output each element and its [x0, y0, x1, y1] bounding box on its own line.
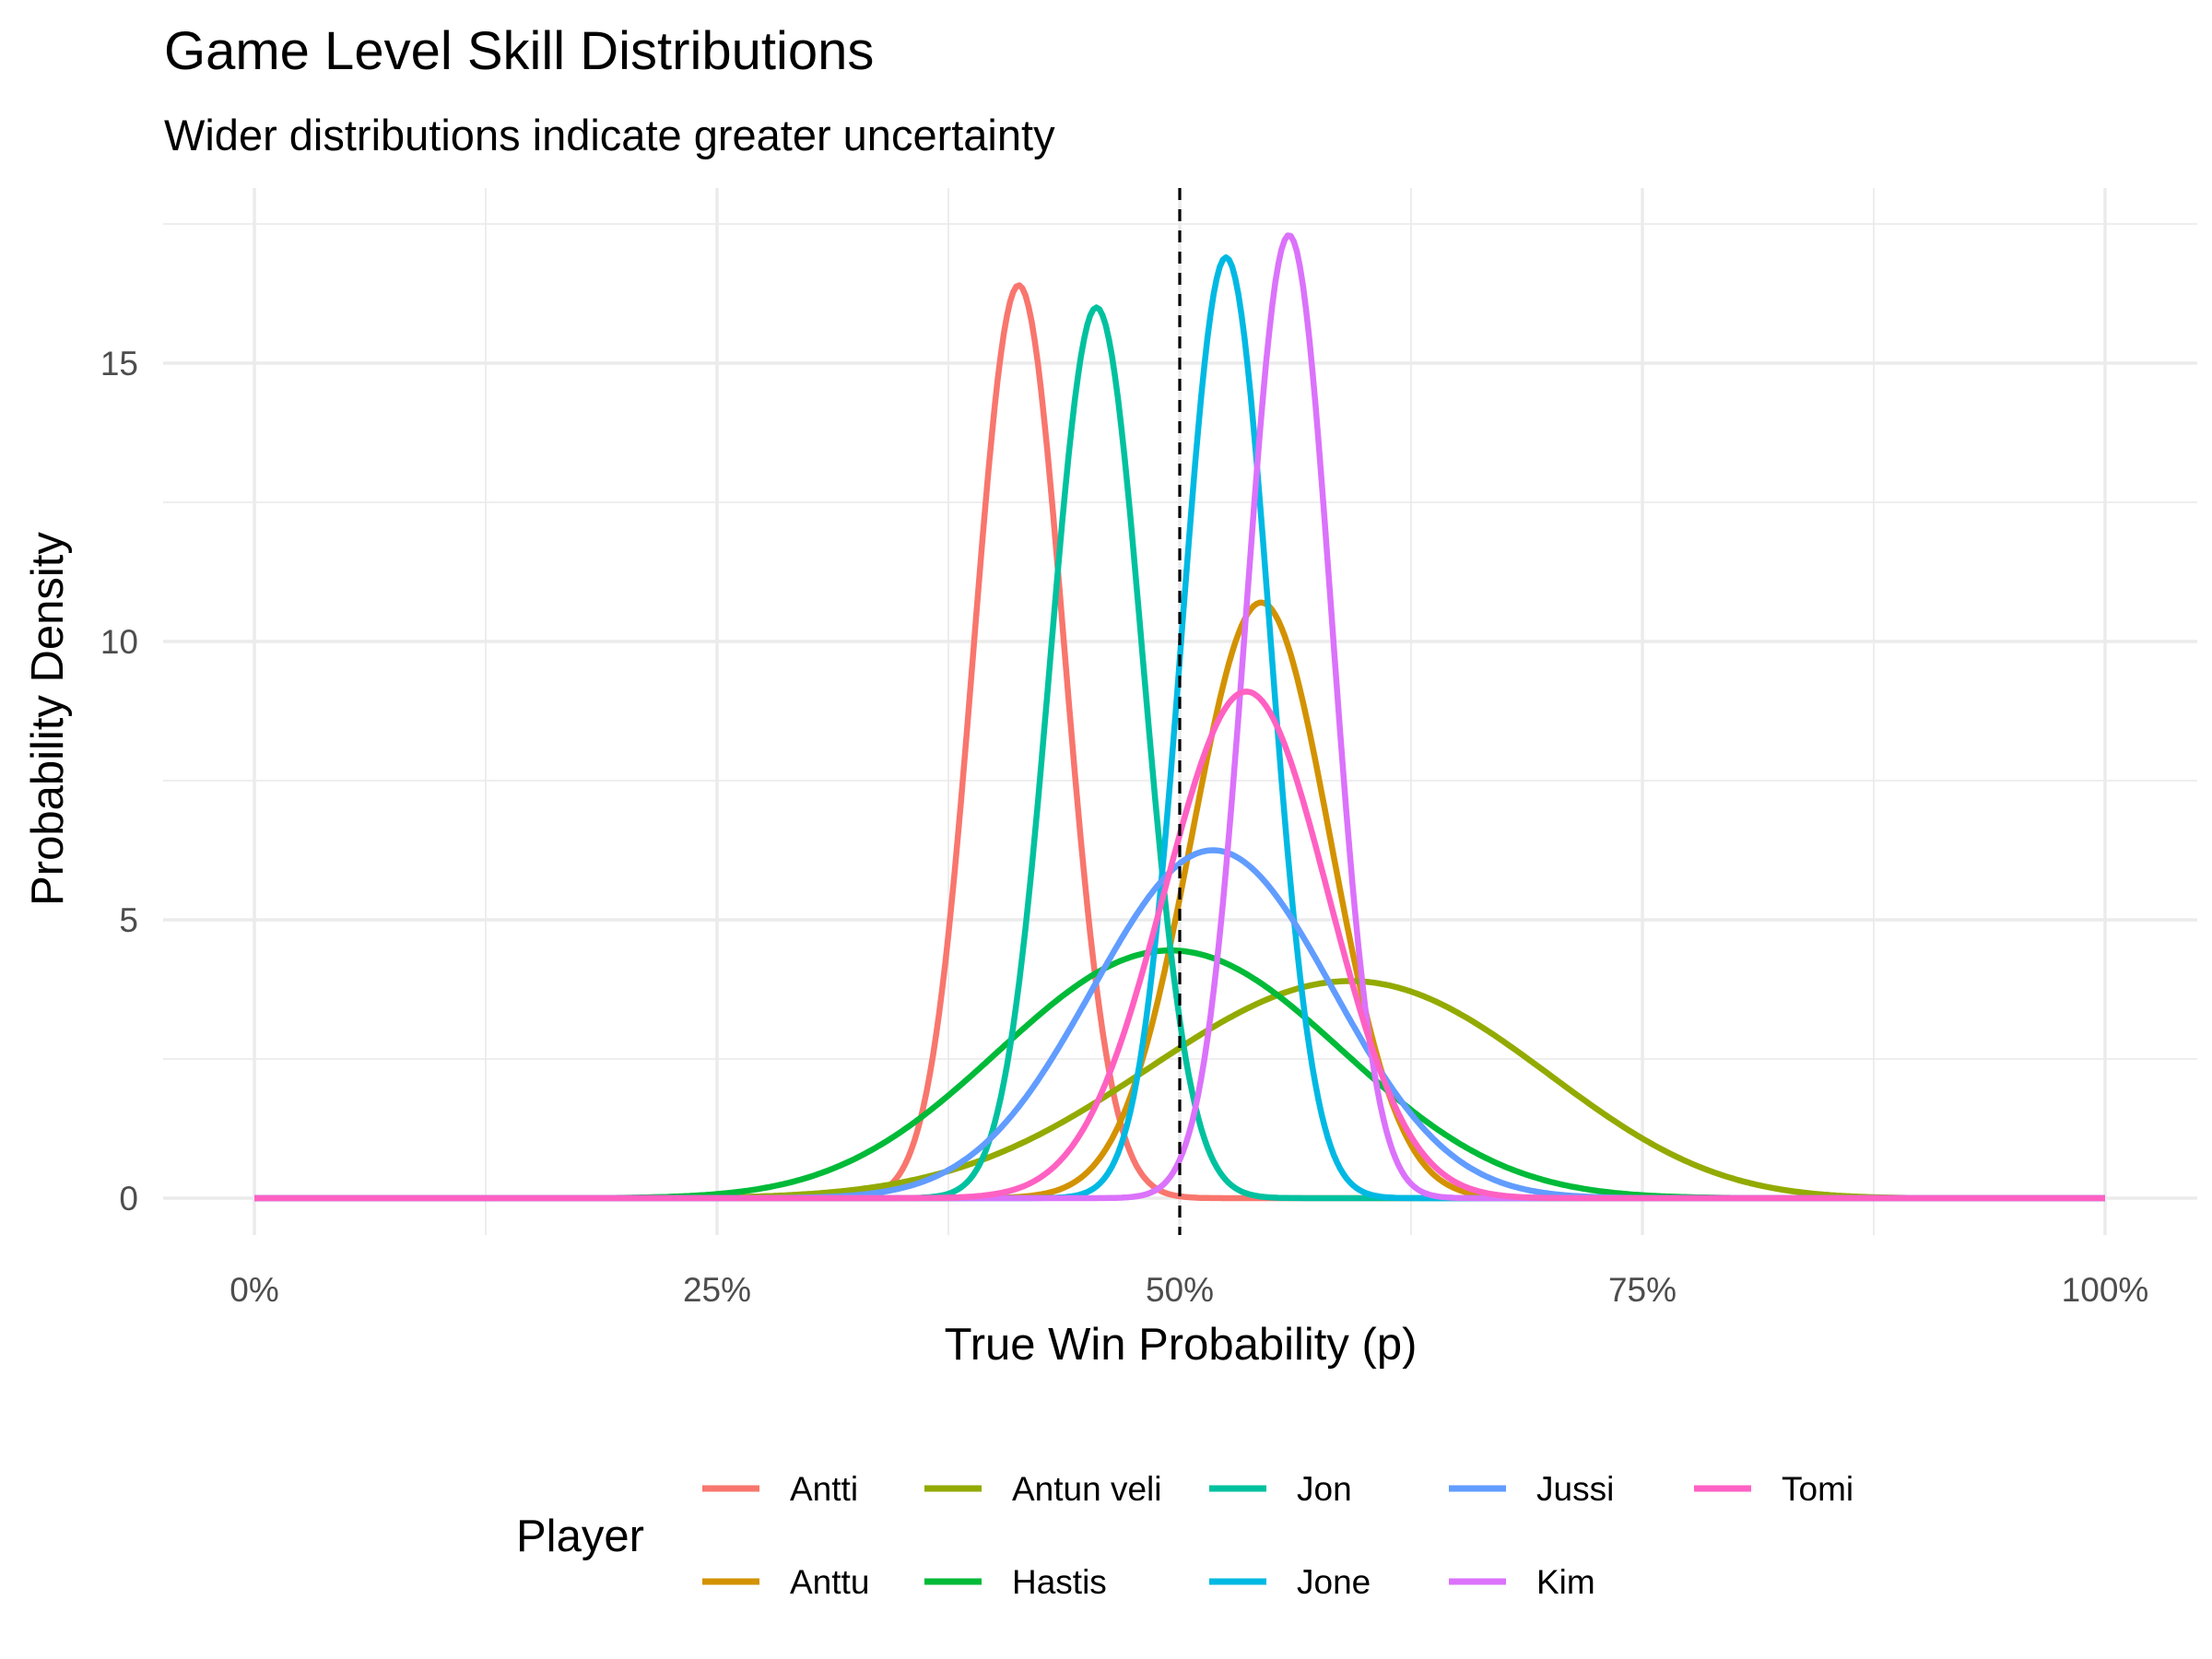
legend-label: Jone: [1297, 1563, 1371, 1601]
chart-subtitle: Wider distributions indicate greater unc…: [164, 111, 1055, 159]
legend-title: Player: [516, 1512, 644, 1561]
x-tick-label: 100%: [2062, 1271, 2149, 1309]
x-axis-title: True Win Probability (p): [945, 1320, 1418, 1370]
y-tick-label: 0: [119, 1180, 138, 1218]
y-tick-label: 15: [100, 345, 138, 382]
legend-label: Jussi: [1536, 1470, 1614, 1508]
legend-label: Tomi: [1782, 1470, 1853, 1508]
legend-label: Antti: [790, 1470, 858, 1508]
chart-title: Game Level Skill Distributions: [164, 21, 874, 81]
y-tick-label: 10: [100, 623, 138, 661]
legend: Antti Anttu Antun veli Hastis Jon Jone Jussi Ki…: [702, 1470, 1853, 1601]
legend-label: Kim: [1536, 1563, 1595, 1601]
y-axis-title: Probability Density: [23, 532, 73, 906]
legend-label: Jon: [1297, 1470, 1352, 1508]
legend-label: Hastis: [1012, 1563, 1107, 1601]
legend-label: Anttu: [790, 1563, 869, 1601]
x-tick-label: 75%: [1608, 1271, 1677, 1309]
x-tick-label: 25%: [683, 1271, 751, 1309]
x-tick-label: 50%: [1146, 1271, 1214, 1309]
y-tick-label: 5: [119, 901, 138, 939]
x-tick-labels: 0% 25% 50% 75% 100%: [229, 1271, 2148, 1309]
y-tick-labels: 0 5 10 15: [100, 345, 138, 1218]
legend-label: Antun veli: [1012, 1470, 1162, 1508]
x-tick-label: 0%: [229, 1271, 278, 1309]
